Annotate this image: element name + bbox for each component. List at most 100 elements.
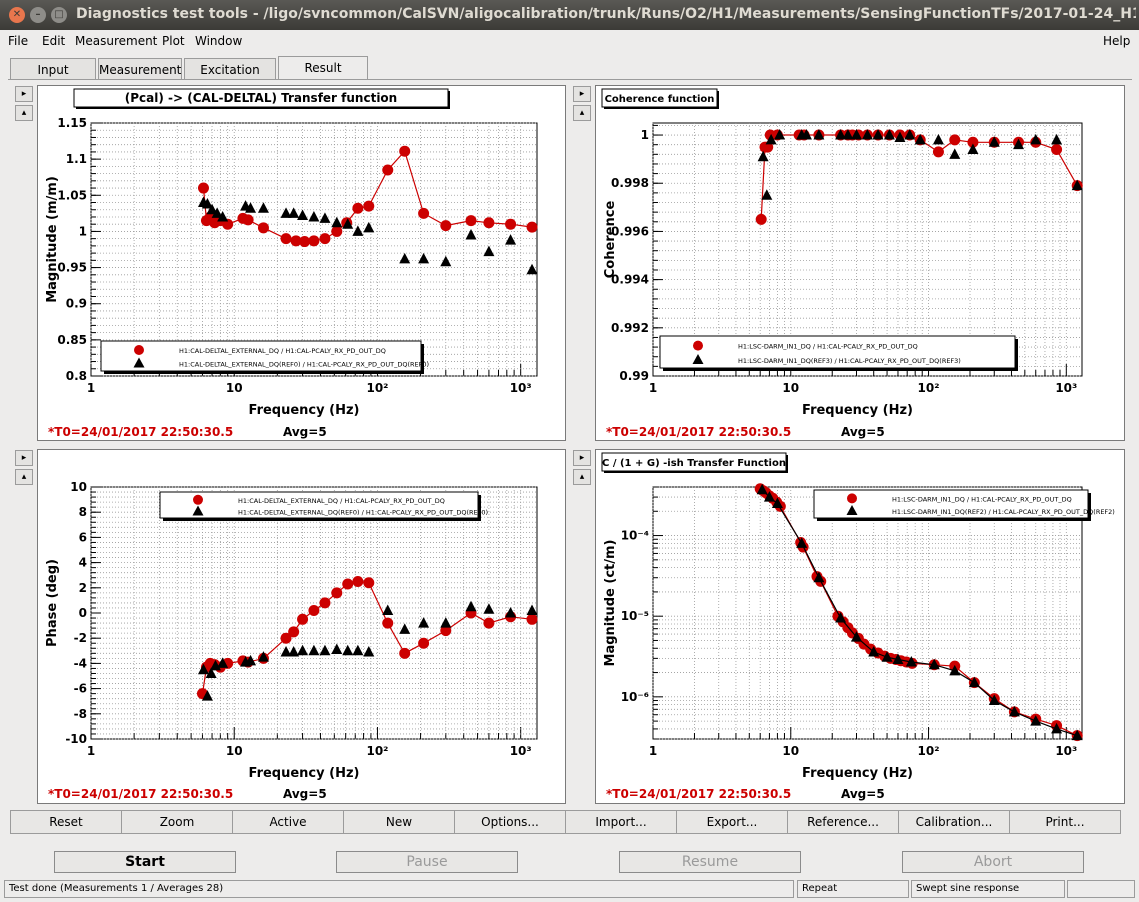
t0-label: *T0=24/01/2017 22:50:30.5 xyxy=(48,787,233,801)
data-point xyxy=(319,212,331,223)
data-point xyxy=(363,646,375,657)
data-point xyxy=(440,220,452,232)
y-tick-label: 0.9 xyxy=(66,297,87,311)
expand-panel-4-button[interactable]: ▸ xyxy=(573,450,591,466)
plot-panel-tf-magnitude[interactable]: (Pcal) -> (CAL-DELTAL) Transfer function… xyxy=(37,85,566,441)
data-point xyxy=(331,216,343,228)
t0-label: *T0=24/01/2017 22:50:30.5 xyxy=(606,787,791,801)
menu-plot[interactable]: Plot xyxy=(162,34,185,48)
data-point xyxy=(440,255,452,267)
y-tick-label: 0 xyxy=(79,606,87,620)
y-tick-label: 0.998 xyxy=(611,176,649,190)
options-button[interactable]: Options... xyxy=(454,810,566,834)
expand-panel-3-button[interactable]: ▸ xyxy=(15,450,33,466)
data-point xyxy=(308,604,320,616)
data-point xyxy=(835,611,847,623)
data-point xyxy=(1051,144,1063,156)
tab-input[interactable]: Input xyxy=(10,58,96,80)
data-point xyxy=(352,202,364,214)
legend-marker-triangle xyxy=(692,354,704,364)
collapse-panel-3-button[interactable]: ▴ xyxy=(15,469,33,485)
zoom-button[interactable]: Zoom xyxy=(121,810,233,834)
data-point xyxy=(881,651,893,662)
export-button[interactable]: Export... xyxy=(676,810,788,834)
menu-window[interactable]: Window xyxy=(195,34,243,48)
y-axis-title: Magnitude (ct/m) xyxy=(603,540,618,667)
menu-edit[interactable]: Edit xyxy=(42,34,66,48)
tab-measurement[interactable]: Measurement xyxy=(98,58,182,80)
t0-label: *T0=24/01/2017 22:50:30.5 xyxy=(606,425,791,439)
data-point xyxy=(257,202,269,213)
cg-chart: C / (1 + G) -ish Transfer Function 1 10 10²… xyxy=(601,452,1115,801)
data-point xyxy=(290,235,302,247)
data-point xyxy=(440,625,452,637)
data-point xyxy=(257,222,269,234)
data-point xyxy=(331,587,343,599)
data-point xyxy=(197,182,209,194)
t0-label: *T0=24/01/2017 22:50:30.5 xyxy=(48,425,233,439)
data-point xyxy=(1013,138,1025,150)
data-point xyxy=(914,133,926,145)
data-point xyxy=(949,134,961,146)
plot-panel-coherence[interactable]: Coherence function 1 10 10² 10³ 0.99 0.992 0.99… xyxy=(595,85,1125,441)
print-button[interactable]: Print... xyxy=(1009,810,1121,834)
plot-panel-tf-phase[interactable]: 1 10 10² 10³ -10 -8 -6 -4 -2 0 2 4 6 8 10 Frequency (Hz… xyxy=(37,449,566,804)
data-point xyxy=(813,571,825,583)
calibration-button[interactable]: Calibration... xyxy=(898,810,1010,834)
start-button[interactable]: Start xyxy=(54,851,236,873)
import-button[interactable]: Import... xyxy=(565,810,677,834)
collapse-panel-1-button[interactable]: ▴ xyxy=(15,105,33,121)
reference-button[interactable]: Reference... xyxy=(787,810,899,834)
menu-file[interactable]: File xyxy=(8,34,29,48)
plot-panel-cg[interactable]: C / (1 + G) -ish Transfer Function 1 10 10²… xyxy=(595,449,1125,804)
data-point xyxy=(526,604,538,615)
x-tick-label: 10³ xyxy=(1055,381,1077,395)
menu-measurement[interactable]: Measurement xyxy=(75,34,158,48)
tab-result[interactable]: Result xyxy=(278,56,368,80)
data-point xyxy=(418,207,430,219)
x-tick-label: 10² xyxy=(366,744,388,758)
data-point xyxy=(796,537,808,548)
close-window-button[interactable]: ✕ xyxy=(9,7,25,23)
maximize-window-button[interactable]: □ xyxy=(51,7,67,23)
abort-button[interactable]: Abort xyxy=(902,851,1084,873)
minimize-window-button[interactable]: – xyxy=(30,7,46,23)
tf-magnitude-chart: (Pcal) -> (CAL-DELTAL) Transfer function… xyxy=(45,88,538,439)
pause-button[interactable]: Pause xyxy=(336,851,518,873)
y-tick-label: 1.05 xyxy=(57,188,87,202)
data-point xyxy=(757,150,769,162)
data-point xyxy=(967,136,979,148)
x-axis-title: Frequency (Hz) xyxy=(802,403,913,418)
reset-button[interactable]: Reset xyxy=(10,810,122,834)
legend-box xyxy=(659,335,1016,369)
data-point xyxy=(211,207,223,218)
collapse-panel-4-button[interactable]: ▴ xyxy=(573,469,591,485)
legend-marker-circle xyxy=(693,340,703,351)
data-point xyxy=(382,164,394,176)
data-point xyxy=(245,654,257,666)
menu-help[interactable]: Help xyxy=(1103,34,1131,48)
data-point xyxy=(280,632,292,644)
tab-excitation[interactable]: Excitation xyxy=(184,58,276,80)
data-point xyxy=(1071,729,1083,741)
data-point xyxy=(288,626,300,638)
legend-label: H1:LSC-DARM_IN1_DQ(REF2) / H1:CAL-PCALY_… xyxy=(892,508,1115,516)
y-axis-title: Magnitude (m/m) xyxy=(45,176,60,303)
active-button[interactable]: Active xyxy=(232,810,344,834)
x-axis-title: Frequency (Hz) xyxy=(249,766,360,781)
expand-panel-2-button[interactable]: ▸ xyxy=(573,86,591,102)
legend-label: H1:CAL-DELTAL_EXTERNAL_DQ(REF0) / H1:CAL… xyxy=(238,509,488,517)
y-tick-label: 10 xyxy=(70,480,87,494)
data-point xyxy=(331,643,343,655)
data-point xyxy=(308,644,320,656)
chart-title: C / (1 + G) -ish Transfer Function xyxy=(602,458,786,469)
x-tick-label: 1 xyxy=(87,744,95,758)
resume-button[interactable]: Resume xyxy=(619,851,801,873)
y-tick-label: -6 xyxy=(74,682,87,696)
expand-panel-1-button[interactable]: ▸ xyxy=(15,86,33,102)
collapse-panel-2-button[interactable]: ▴ xyxy=(573,105,591,121)
new-button[interactable]: New xyxy=(343,810,455,834)
data-point xyxy=(771,497,783,508)
data-point xyxy=(242,214,254,226)
y-tick-label: 0.996 xyxy=(611,224,649,238)
